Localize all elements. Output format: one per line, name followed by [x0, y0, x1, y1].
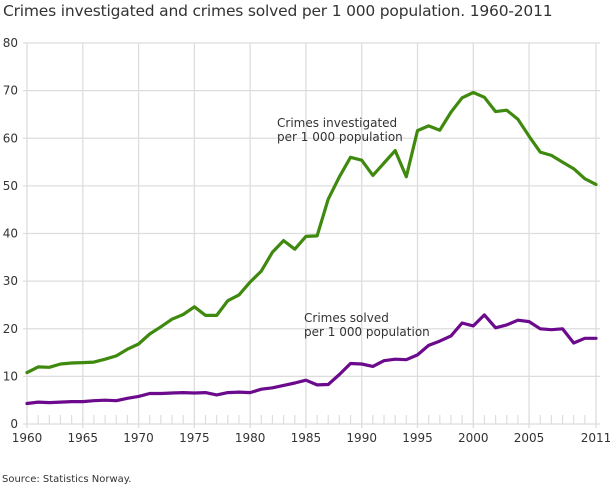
y-tick-label: 30	[3, 274, 18, 288]
y-tick-label: 40	[3, 227, 18, 241]
solved-label: per 1 000 population	[304, 325, 430, 339]
x-tick-label: 1980	[235, 431, 266, 445]
solved-label: Crimes solved	[304, 311, 389, 325]
investigated-label: per 1 000 population	[277, 130, 403, 144]
y-tick-label: 10	[3, 369, 18, 383]
y-tick-label: 0	[10, 417, 18, 431]
x-tick-label: 1985	[291, 431, 322, 445]
x-tick-label: 2011	[581, 431, 610, 445]
y-tick-label: 80	[3, 36, 18, 50]
x-axis-tick-labels: 1960 1965 1970 1975 1980 1985 1990 1995 2000 2005…	[12, 431, 610, 445]
data-series	[25, 90, 598, 406]
x-tick-label: 1975	[179, 431, 210, 445]
solved-line	[25, 313, 598, 406]
source-note: Source: Statistics Norway.	[2, 474, 132, 485]
x-tick-label: 1960	[12, 431, 43, 445]
x-tick-label: 2005	[514, 431, 545, 445]
x-tick-label: 1965	[68, 431, 99, 445]
y-tick-label: 60	[3, 131, 18, 145]
x-tick-label: 2000	[458, 431, 489, 445]
chart-title: Crimes investigated and crimes solved pe…	[3, 2, 553, 20]
x-tick-label: 1990	[346, 431, 377, 445]
y-tick-label: 70	[3, 84, 18, 98]
y-axis-tick-labels: 0 10 20 30 40 50 60 70 80	[3, 36, 18, 431]
y-tick-label: 20	[3, 322, 18, 336]
x-tick-label: 1995	[402, 431, 433, 445]
x-tick-label: 1970	[123, 431, 154, 445]
investigated-label: Crimes investigated	[277, 116, 397, 130]
y-tick-label: 50	[3, 179, 18, 193]
investigated-line	[25, 90, 598, 375]
